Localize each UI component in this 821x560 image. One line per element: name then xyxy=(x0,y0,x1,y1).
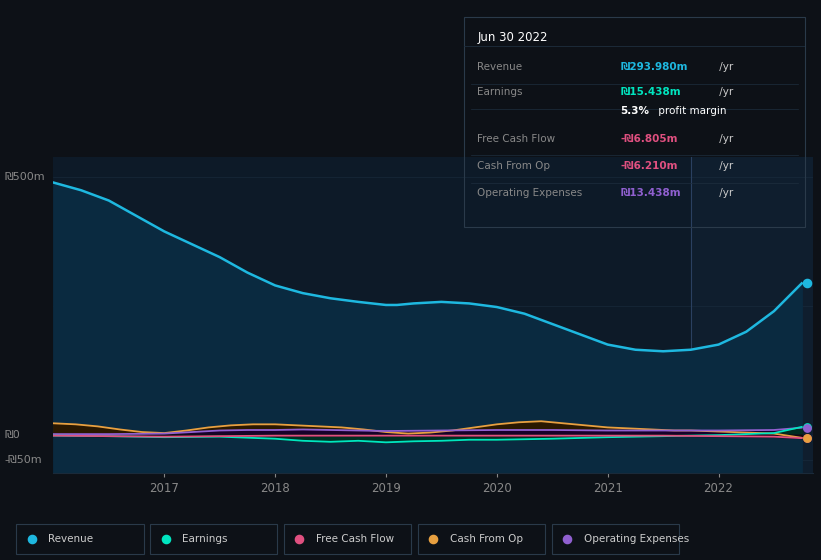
Text: -₪6.805m: -₪6.805m xyxy=(621,134,678,143)
Text: Free Cash Flow: Free Cash Flow xyxy=(478,134,556,143)
Point xyxy=(800,433,814,442)
Text: Earnings: Earnings xyxy=(182,534,227,544)
Bar xyxy=(690,157,813,473)
Point xyxy=(800,422,814,431)
Point xyxy=(800,423,814,432)
Text: Jun 30 2022: Jun 30 2022 xyxy=(478,31,548,44)
Text: Free Cash Flow: Free Cash Flow xyxy=(316,534,394,544)
Text: ₪13.438m: ₪13.438m xyxy=(621,188,681,198)
Text: Revenue: Revenue xyxy=(478,62,523,72)
Text: ₪293.980m: ₪293.980m xyxy=(621,62,688,72)
Text: ₪15.438m: ₪15.438m xyxy=(621,87,681,97)
Text: ₪500m: ₪500m xyxy=(4,172,44,183)
Text: /yr: /yr xyxy=(716,134,733,143)
Text: /yr: /yr xyxy=(716,161,733,171)
Point xyxy=(159,534,172,543)
Text: Operating Expenses: Operating Expenses xyxy=(478,188,583,198)
Point xyxy=(800,433,814,442)
Text: ₪0: ₪0 xyxy=(4,430,20,440)
Text: /yr: /yr xyxy=(716,188,733,198)
Text: /yr: /yr xyxy=(716,87,733,97)
Text: -₪50m: -₪50m xyxy=(4,455,42,465)
Text: Earnings: Earnings xyxy=(478,87,523,97)
Text: -₪6.210m: -₪6.210m xyxy=(621,161,678,171)
Text: Cash From Op: Cash From Op xyxy=(478,161,551,171)
Text: /yr: /yr xyxy=(716,62,733,72)
Text: profit margin: profit margin xyxy=(654,106,726,116)
Point xyxy=(25,534,39,543)
Text: 5.3%: 5.3% xyxy=(621,106,649,116)
Point xyxy=(800,279,814,288)
Text: Operating Expenses: Operating Expenses xyxy=(584,534,689,544)
Point xyxy=(561,534,574,543)
Text: Cash From Op: Cash From Op xyxy=(450,534,523,544)
Text: Revenue: Revenue xyxy=(48,534,94,544)
Point xyxy=(293,534,306,543)
Point xyxy=(427,534,440,543)
